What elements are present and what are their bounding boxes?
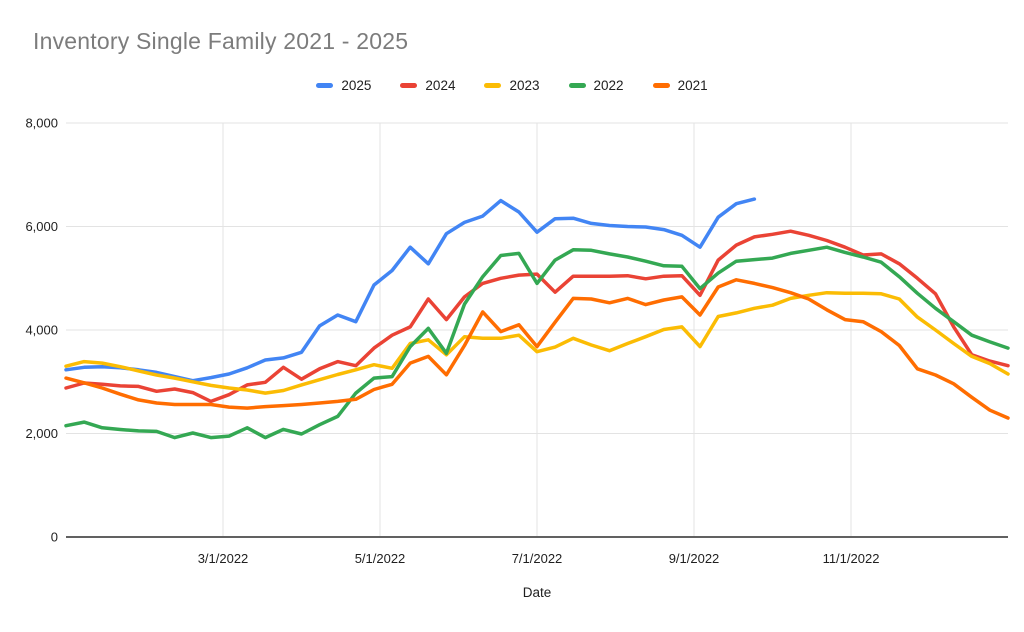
y-axis-tick-label: 8,000 (25, 116, 58, 131)
x-axis-tick-label: 9/1/2022 (669, 551, 720, 566)
series-line-2024 (64, 229, 1010, 404)
legend-label: 2025 (341, 78, 372, 93)
series-line-2022 (64, 245, 1010, 440)
y-axis-tick-label: 6,000 (25, 219, 58, 234)
series-line-2023 (64, 290, 1010, 395)
legend-swatch-icon (652, 83, 670, 88)
legend-swatch-icon (316, 83, 334, 88)
legend-label: 2024 (425, 78, 456, 93)
x-axis-tick-label: 7/1/2022 (512, 551, 563, 566)
legend-item-2022: 2022 (568, 78, 624, 93)
x-axis-title: Date (523, 585, 552, 600)
legend-label: 2022 (593, 78, 624, 93)
x-axis-tick-label: 11/1/2022 (823, 551, 880, 566)
legend-item-2025: 2025 (316, 78, 371, 93)
legend-swatch-icon (400, 83, 418, 88)
legend-label: 2021 (677, 78, 708, 93)
x-axis-tick-label: 3/1/2022 (198, 551, 249, 566)
legend-item-2021: 2021 (652, 78, 708, 93)
x-axis-tick-label: 5/1/2022 (355, 551, 406, 566)
legend-item-2024: 2024 (400, 78, 455, 93)
y-axis-tick-label: 0 (51, 530, 58, 545)
series-line-2021 (64, 278, 1010, 420)
legend-swatch-icon (568, 83, 586, 88)
y-axis-tick-label: 4,000 (25, 323, 58, 338)
legend-label: 2023 (509, 78, 540, 93)
legend-item-2023: 2023 (484, 78, 540, 93)
chart-title: Inventory Single Family 2021 - 2025 (33, 28, 409, 54)
legend-swatch-icon (484, 83, 502, 88)
chart-legend: 2025 2024 2023 2022 2021 (0, 78, 1024, 93)
y-axis-tick-label: 2,000 (25, 426, 58, 441)
